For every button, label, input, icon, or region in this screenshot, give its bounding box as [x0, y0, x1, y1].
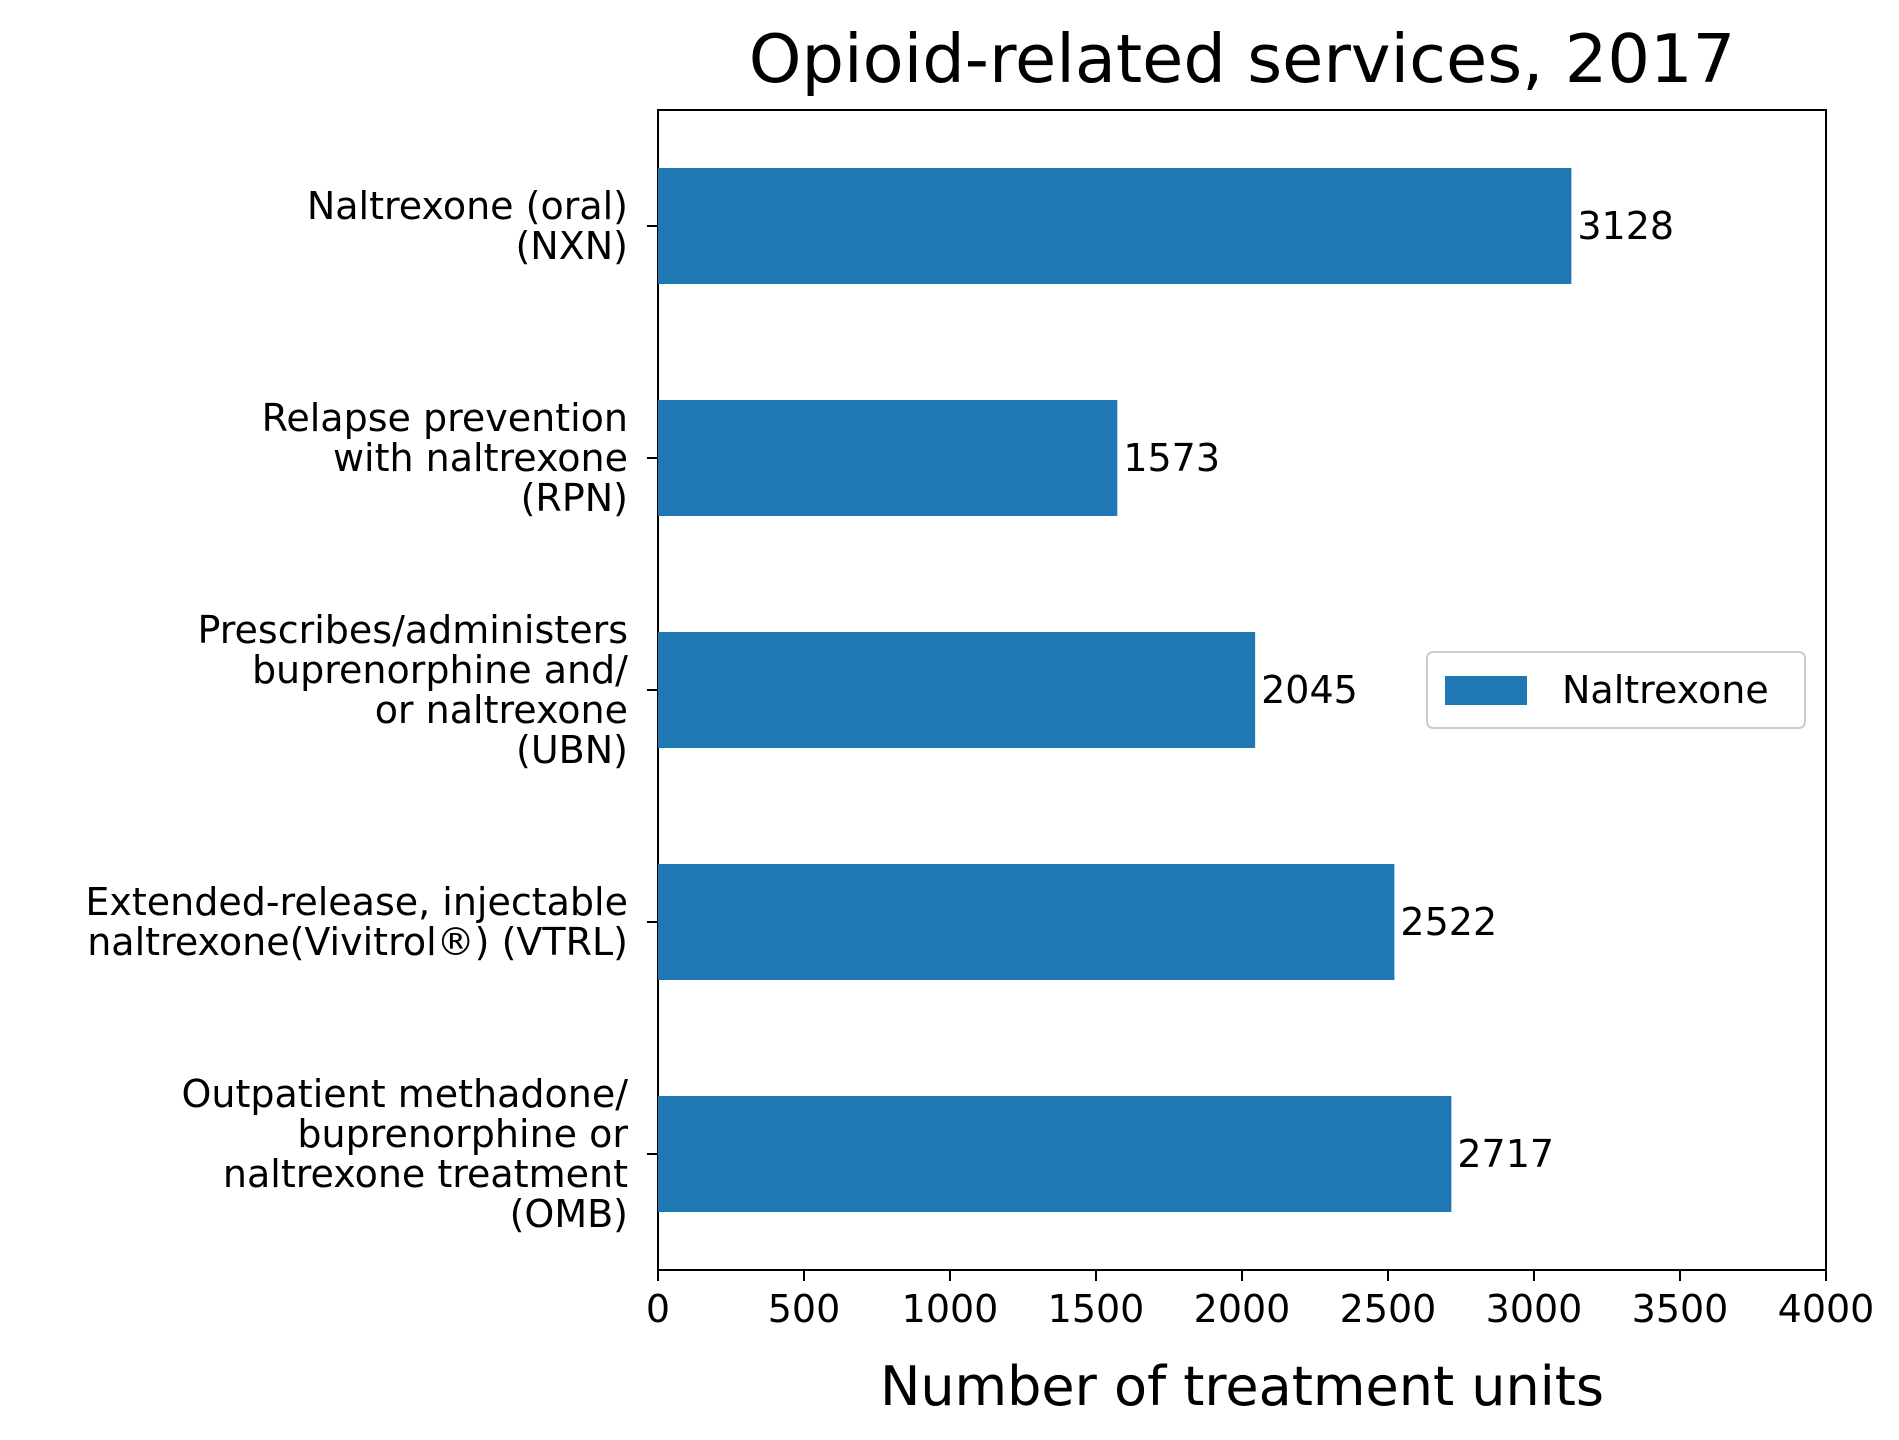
legend-frame [1426, 651, 1806, 729]
category-label-line: (NXN) [515, 224, 628, 268]
category-label-line: Extended-release, injectable [85, 880, 628, 924]
x-tick-label: 0 [646, 1287, 670, 1331]
category-label-line: buprenorphine and/ [252, 648, 628, 692]
category-label-line: Relapse prevention [262, 396, 628, 440]
x-tick-label: 1500 [1048, 1287, 1145, 1331]
bar [658, 864, 1395, 980]
category-label-line: naltrexone treatment [223, 1152, 628, 1196]
x-tick-label: 2000 [1194, 1287, 1291, 1331]
category-label-line: (RPN) [521, 476, 628, 520]
x-tick-label: 2500 [1340, 1287, 1437, 1331]
category-label-line: Prescribes/administers [197, 608, 628, 652]
category-label: Extended-release, injectable naltrexone(V… [85, 880, 628, 964]
data-label: 2717 [1457, 1132, 1554, 1176]
category-label-line: Naltrexone (oral) [307, 184, 628, 228]
category-label: Outpatient methadone/buprenorphine or nal… [182, 1072, 629, 1236]
category-label-line: with naltrexone [333, 436, 628, 480]
legend-swatch [1445, 676, 1527, 705]
category-label: Prescribes/administers buprenorphine and/… [197, 608, 628, 772]
category-label-line: (OMB) [510, 1192, 628, 1236]
chart-title: Opioid-related services, 2017 [749, 20, 1735, 98]
category-label-line: buprenorphine or [297, 1112, 628, 1156]
data-label: 1573 [1123, 436, 1220, 480]
category-label: Naltrexone (oral) (NXN) [307, 184, 628, 268]
legend-label: Naltrexone [1562, 668, 1769, 712]
x-tick-label: 3500 [1632, 1287, 1729, 1331]
data-label: 3128 [1577, 204, 1674, 248]
data-label: 2045 [1261, 668, 1358, 712]
x-tick-label: 4000 [1778, 1287, 1875, 1331]
bar [658, 168, 1572, 284]
bar [658, 1096, 1452, 1212]
category-label-line: (UBN) [516, 728, 628, 772]
bar [658, 632, 1256, 748]
bar [658, 400, 1118, 516]
x-tick-label: 3000 [1486, 1287, 1583, 1331]
category-label-line: or naltrexone [375, 688, 628, 732]
category-label: Relapse prevention with naltrexone (RPN) [262, 396, 628, 520]
x-tick-label: 500 [768, 1287, 841, 1331]
category-label-line: naltrexone(Vivitrol®) (VTRL) [87, 920, 628, 964]
category-label-line: Outpatient methadone/ [182, 1072, 629, 1116]
x-tick-label: 1000 [902, 1287, 999, 1331]
data-label: 2522 [1400, 900, 1497, 944]
legend: Naltrexone [1426, 651, 1806, 729]
x-axis-label: Number of treatment units [880, 1355, 1604, 1418]
plot-area: 0 500 1000 1500 2000 2500 3000 3500 4000 Naltrexo… [85, 109, 1875, 1331]
